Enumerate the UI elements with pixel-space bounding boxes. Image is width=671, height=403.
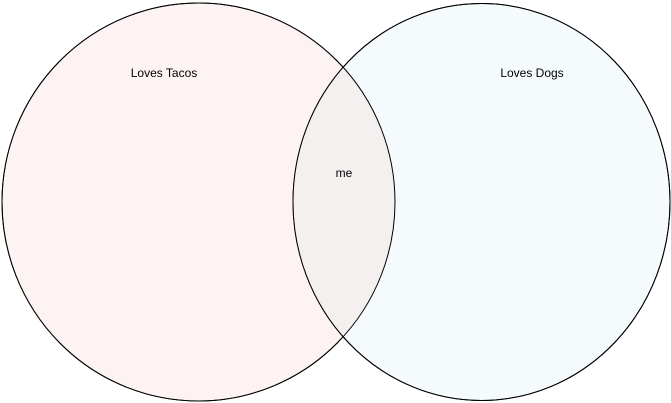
set-loves-dogs-outline [292, 3, 671, 401]
set-loves-tacos-label: Loves Tacos [131, 66, 198, 80]
set-loves-dogs-label: Loves Dogs [500, 66, 563, 80]
intersection-label: me [336, 166, 353, 180]
set-loves-tacos-outline [1, 2, 396, 402]
